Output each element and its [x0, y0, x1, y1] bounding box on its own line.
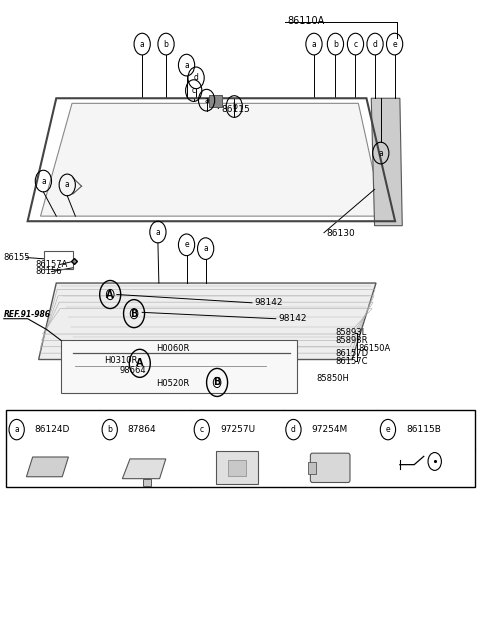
- Text: a: a: [203, 244, 208, 253]
- Text: 86156: 86156: [36, 267, 62, 276]
- Text: 86110A: 86110A: [288, 15, 325, 26]
- Text: 86157D: 86157D: [336, 349, 369, 358]
- Text: b: b: [333, 40, 338, 49]
- Text: e: e: [184, 240, 189, 250]
- Polygon shape: [26, 457, 69, 477]
- Text: 86130: 86130: [326, 230, 355, 239]
- Text: c: c: [200, 425, 204, 434]
- Text: 98142: 98142: [254, 298, 283, 307]
- Text: d: d: [372, 40, 377, 49]
- Polygon shape: [122, 459, 166, 479]
- Text: e: e: [392, 40, 397, 49]
- Circle shape: [213, 378, 221, 388]
- Text: b: b: [164, 40, 168, 49]
- Text: H0310R: H0310R: [104, 356, 137, 365]
- FancyBboxPatch shape: [311, 453, 350, 483]
- Text: a: a: [65, 180, 70, 189]
- Text: a: a: [312, 40, 316, 49]
- Text: 97254M: 97254M: [312, 425, 348, 434]
- Text: b: b: [232, 102, 237, 111]
- Text: a: a: [140, 40, 144, 49]
- Text: 86115B: 86115B: [406, 425, 441, 434]
- Text: B: B: [214, 378, 221, 387]
- Text: 85893L: 85893L: [336, 328, 367, 337]
- Polygon shape: [38, 283, 376, 360]
- Circle shape: [107, 289, 114, 300]
- Text: c: c: [353, 40, 358, 49]
- Text: a: a: [14, 425, 19, 434]
- Text: a: a: [184, 61, 189, 70]
- FancyBboxPatch shape: [209, 95, 222, 106]
- Text: A: A: [107, 289, 114, 300]
- Text: a: a: [156, 228, 160, 237]
- Text: 86115: 86115: [221, 105, 250, 114]
- Text: 86157A: 86157A: [36, 260, 68, 269]
- Text: e: e: [385, 425, 390, 434]
- Text: d: d: [291, 425, 296, 434]
- FancyBboxPatch shape: [6, 410, 475, 487]
- Text: a: a: [378, 148, 383, 157]
- Text: B: B: [131, 308, 138, 319]
- Text: 85893R: 85893R: [336, 336, 368, 345]
- Text: REF.91-986: REF.91-986: [4, 310, 51, 319]
- Text: 98664: 98664: [120, 367, 146, 376]
- Circle shape: [130, 308, 138, 319]
- Text: H0060R: H0060R: [156, 344, 190, 353]
- Polygon shape: [40, 103, 383, 216]
- Text: 98142: 98142: [278, 314, 307, 323]
- Text: 86124D: 86124D: [35, 425, 70, 434]
- Text: 97257U: 97257U: [220, 425, 255, 434]
- Text: 85850H: 85850H: [316, 374, 349, 383]
- Text: A: A: [136, 358, 144, 369]
- FancyBboxPatch shape: [228, 460, 246, 476]
- Text: a: a: [41, 177, 46, 186]
- Text: H0520R: H0520R: [156, 380, 190, 388]
- Polygon shape: [143, 479, 151, 486]
- Text: d: d: [193, 74, 199, 83]
- Text: 86150A: 86150A: [359, 344, 391, 353]
- Text: 86157C: 86157C: [336, 357, 368, 366]
- Text: b: b: [108, 425, 112, 434]
- Text: 87864: 87864: [128, 425, 156, 434]
- FancyBboxPatch shape: [308, 462, 316, 474]
- Text: a: a: [204, 95, 209, 105]
- Text: c: c: [192, 86, 196, 95]
- Polygon shape: [371, 99, 402, 226]
- FancyBboxPatch shape: [216, 451, 258, 484]
- Text: 86155: 86155: [4, 253, 30, 262]
- FancyBboxPatch shape: [61, 340, 297, 394]
